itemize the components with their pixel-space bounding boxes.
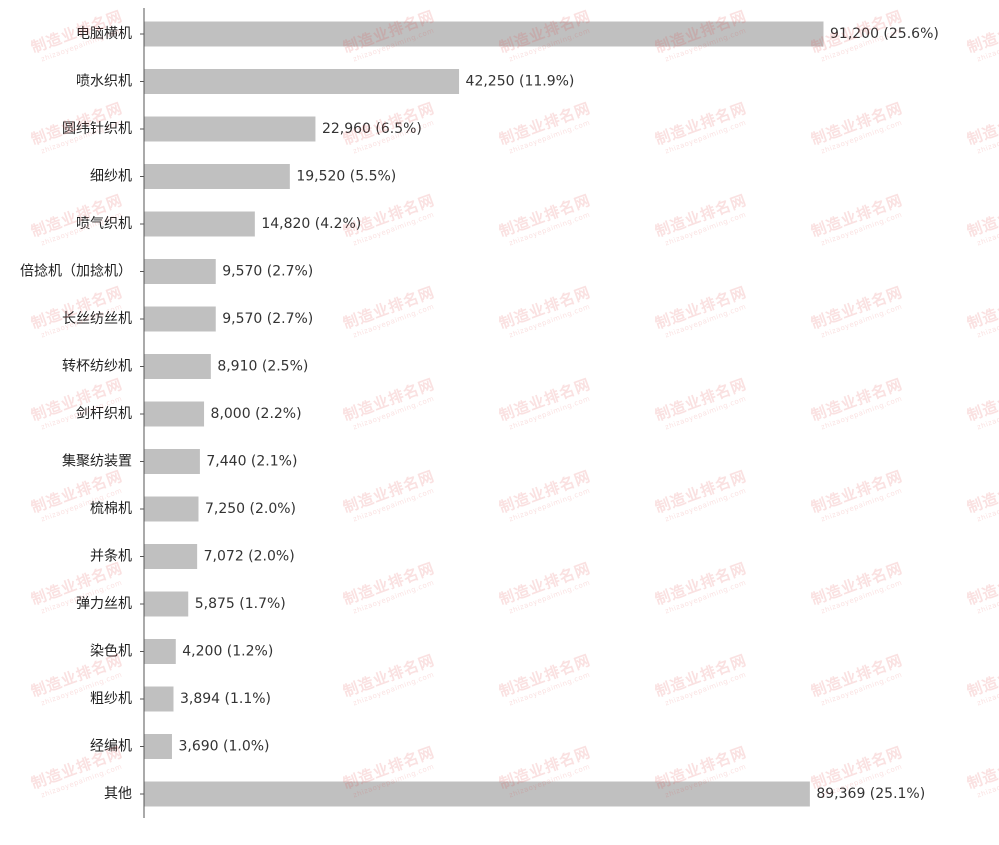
data-label: 7,440 (2.1%) [206,454,297,470]
category-label: 长丝纺丝机 [62,311,132,327]
bar [144,686,174,712]
category-label: 其他 [104,786,132,802]
category-label: 倍捻机（加捻机） [20,264,132,280]
bar [144,259,216,284]
data-label: 22,960 (6.5%) [322,121,422,137]
data-label: 91,200 (25.6%) [830,26,939,42]
bar [144,496,199,522]
category-label: 梳棉机 [90,500,132,517]
bar [144,734,172,759]
category-label: 弹力丝机 [76,596,132,612]
category-label: 并条机 [90,548,132,565]
bar [144,164,290,189]
bar [144,354,211,379]
bar [144,306,216,332]
data-label: 8,000 (2.2%) [211,406,302,422]
category-label: 粗纱机 [90,691,132,707]
bar [144,401,205,427]
category-label: 经编机 [90,739,132,755]
category-label: 染色机 [90,643,132,660]
category-label: 剑杆织机 [76,406,132,422]
category-label: 电脑横机 [76,26,132,42]
category-label: 圆纬针织机 [62,121,132,137]
data-label: 8,910 (2.5%) [217,359,308,375]
data-label: 3,894 (1.1%) [180,691,271,707]
bar [144,211,255,237]
category-label: 喷水织机 [76,74,132,90]
bar [144,591,189,617]
data-label: 7,072 (2.0%) [204,549,295,565]
bar [144,544,198,569]
category-label: 集聚纺装置 [62,453,132,470]
bar [144,639,176,664]
data-label: 89,369 (25.1%) [816,786,925,802]
category-label: 转杯纺纱机 [62,359,132,375]
data-label: 9,570 (2.7%) [222,264,313,280]
data-label: 14,820 (4.2%) [261,216,361,232]
bar [144,69,460,94]
data-label: 9,570 (2.7%) [222,311,313,327]
category-label: 细纱机 [90,169,132,185]
bar [144,449,200,474]
data-label: 5,875 (1.7%) [195,596,286,612]
bar [144,21,824,47]
data-label: 3,690 (1.0%) [178,739,269,755]
bar [144,781,810,807]
data-label: 7,250 (2.0%) [205,501,296,517]
data-label: 19,520 (5.5%) [296,169,396,185]
category-label: 喷气织机 [76,216,132,232]
bar [144,116,316,142]
data-label: 4,200 (1.2%) [182,644,273,660]
data-label: 42,250 (11.9%) [466,74,575,90]
